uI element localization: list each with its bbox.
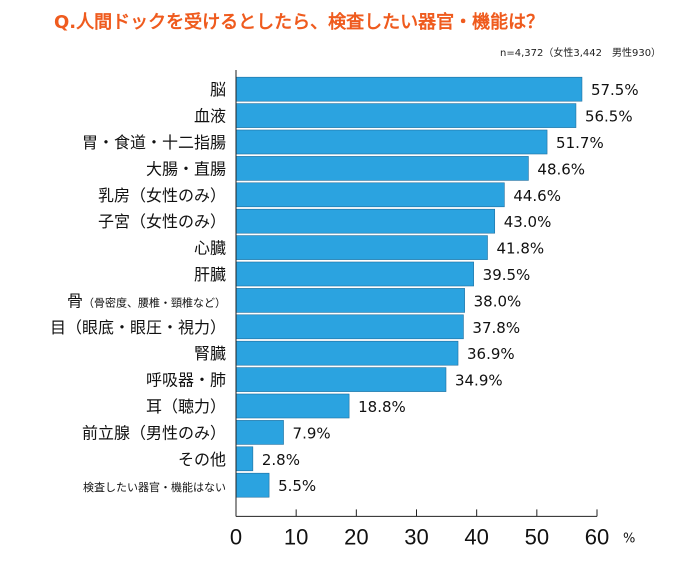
category-label: その他 [178,450,226,469]
value-label: 7.9% [293,424,331,442]
value-label: 39.5% [483,266,531,284]
value-label: 41.8% [496,240,544,258]
category-label: 呼吸器・肺 [146,371,226,390]
bar [235,288,465,313]
category-label: 腎臓 [194,344,226,363]
category-label: 前立腺（男性のみ） [82,423,226,442]
value-label: 56.5% [585,108,633,126]
x-tick-label: 40 [464,524,488,549]
category-label: 血液 [194,107,226,126]
value-label: 2.8% [262,451,300,469]
category-label: 検査したい器官・機能はない [83,480,226,494]
category-label: 胃・食道・十二指腸 [82,133,226,152]
bar [235,472,270,498]
bar [235,208,496,234]
value-label: 48.6% [537,160,585,178]
chart-title: Q.人間ドックを受けるとしたら、検査したい器官・機能は？ [54,12,545,33]
value-label: 18.8% [358,398,406,416]
category-label: 耳（聴力） [146,397,226,416]
value-label: 5.5% [278,477,316,495]
sample-size-note: n=4,372（女性3,442 男性930） [500,48,662,59]
value-label: 34.9% [455,372,503,390]
value-label: 37.8% [472,319,520,337]
category-label: 目（眼底・眼圧・視力） [50,318,226,337]
bar [235,103,577,128]
bar [235,446,254,472]
x-tick-label: 10 [284,524,308,549]
bar [235,182,505,208]
bar [235,235,488,260]
bar [235,129,548,155]
category-label: 脳 [210,80,226,99]
value-label: 38.0% [474,292,522,310]
category-label: 肝臓 [194,265,226,284]
x-tick-label: 30 [404,524,428,549]
bar [235,261,474,287]
category-label: 心臓 [194,239,226,258]
bar [235,340,459,366]
bar [235,314,464,340]
category-label: 子宮（女性のみ） [98,212,226,231]
x-tick-label: 50 [525,524,549,549]
x-tick-label: 20 [344,524,368,549]
x-tick-label: 0 [230,524,242,549]
x-axis-unit: % [623,531,635,546]
x-tick-label: 60 [585,524,609,549]
bar [235,420,284,445]
bar [235,367,447,392]
value-label: 44.6% [513,187,561,205]
value-label: 43.0% [504,213,552,231]
category-label: 大腸・直腸 [146,159,226,178]
value-label: 57.5% [591,81,639,99]
bar [235,393,350,419]
value-label: 36.9% [467,345,515,363]
category-label: 骨（骨密度、腰椎・頸椎など） [67,291,226,310]
bar [235,156,529,181]
value-label: 51.7% [556,134,604,152]
bar [235,76,583,102]
category-label: 乳房（女性のみ） [98,186,226,205]
